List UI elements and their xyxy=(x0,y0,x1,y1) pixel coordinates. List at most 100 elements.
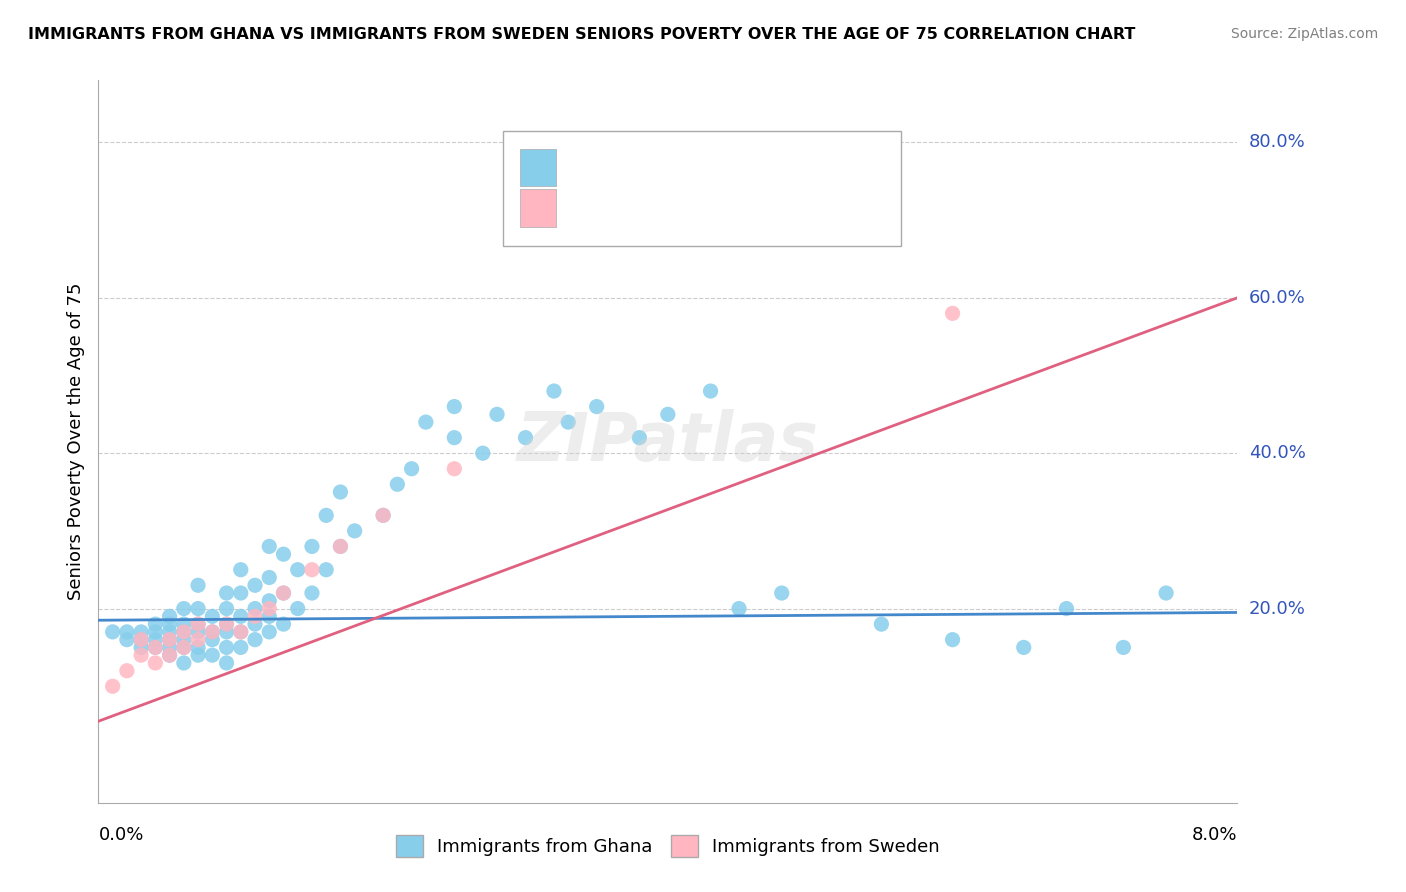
Point xyxy=(443,461,465,475)
Point xyxy=(287,563,309,577)
Point xyxy=(443,400,465,414)
Point xyxy=(173,656,195,670)
Point xyxy=(329,485,352,500)
Point xyxy=(259,570,281,584)
Point xyxy=(273,547,295,561)
Point xyxy=(159,632,181,647)
Point xyxy=(101,679,124,693)
Point xyxy=(329,540,352,554)
Point xyxy=(273,617,295,632)
Point xyxy=(187,617,209,632)
Text: 60.0%: 60.0% xyxy=(1249,289,1305,307)
Point xyxy=(145,624,167,639)
Text: 8.0%: 8.0% xyxy=(1192,826,1237,844)
Point xyxy=(942,632,965,647)
Point xyxy=(129,624,152,639)
Point xyxy=(145,656,167,670)
Point xyxy=(173,640,195,655)
Text: R = 0.034   N = 87: R = 0.034 N = 87 xyxy=(560,158,730,176)
Point xyxy=(699,384,721,398)
Y-axis label: Seniors Poverty Over the Age of 75: Seniors Poverty Over the Age of 75 xyxy=(66,283,84,600)
Point xyxy=(159,640,181,655)
Point xyxy=(728,601,751,615)
Point xyxy=(215,624,238,639)
Point xyxy=(243,601,266,615)
Point xyxy=(187,601,209,615)
Point xyxy=(585,400,607,414)
FancyBboxPatch shape xyxy=(503,131,901,246)
Point xyxy=(657,408,679,422)
Point xyxy=(259,540,281,554)
Point xyxy=(486,408,509,422)
Point xyxy=(371,508,394,523)
Point xyxy=(129,632,152,647)
Point xyxy=(145,640,167,655)
Point xyxy=(129,640,152,655)
Point xyxy=(343,524,366,538)
Point xyxy=(145,632,167,647)
Text: 40.0%: 40.0% xyxy=(1249,444,1306,462)
Point xyxy=(115,664,138,678)
Text: R = 0.580   N = 23: R = 0.580 N = 23 xyxy=(560,199,730,217)
Point xyxy=(215,656,238,670)
Text: 80.0%: 80.0% xyxy=(1249,134,1305,152)
Point xyxy=(770,586,793,600)
Point xyxy=(201,624,224,639)
Point xyxy=(187,624,209,639)
Point xyxy=(243,609,266,624)
Point xyxy=(145,617,167,632)
Point xyxy=(443,431,465,445)
Point xyxy=(515,431,537,445)
Point xyxy=(259,594,281,608)
Point xyxy=(301,563,323,577)
Point xyxy=(243,578,266,592)
Point xyxy=(1154,586,1177,600)
Point xyxy=(115,624,138,639)
Legend: Immigrants from Ghana, Immigrants from Sweden: Immigrants from Ghana, Immigrants from S… xyxy=(387,826,949,866)
Point xyxy=(415,415,437,429)
Point xyxy=(145,640,167,655)
Point xyxy=(187,640,209,655)
Point xyxy=(287,601,309,615)
Point xyxy=(259,601,281,615)
Point xyxy=(315,508,337,523)
Point xyxy=(1012,640,1035,655)
Point xyxy=(187,632,209,647)
Point xyxy=(870,617,893,632)
Point xyxy=(101,624,124,639)
Point xyxy=(387,477,409,491)
Text: Source: ZipAtlas.com: Source: ZipAtlas.com xyxy=(1230,27,1378,41)
Text: 0.0%: 0.0% xyxy=(98,826,143,844)
Point xyxy=(173,640,195,655)
Point xyxy=(173,624,195,639)
Point xyxy=(173,617,195,632)
Point xyxy=(229,609,252,624)
Point xyxy=(401,461,423,475)
FancyBboxPatch shape xyxy=(520,189,557,227)
Point xyxy=(229,624,252,639)
Point xyxy=(628,431,651,445)
Text: 20.0%: 20.0% xyxy=(1249,599,1306,617)
Point xyxy=(159,648,181,663)
Point xyxy=(243,632,266,647)
Point xyxy=(129,648,152,663)
Point xyxy=(301,586,323,600)
Point xyxy=(215,640,238,655)
Point xyxy=(229,586,252,600)
Point xyxy=(215,586,238,600)
Point xyxy=(187,578,209,592)
Point xyxy=(173,632,195,647)
Point xyxy=(159,648,181,663)
Point xyxy=(329,540,352,554)
Point xyxy=(159,609,181,624)
Point xyxy=(159,624,181,639)
Point xyxy=(543,384,565,398)
Point xyxy=(229,624,252,639)
Point xyxy=(215,617,238,632)
Point xyxy=(229,563,252,577)
Point xyxy=(259,624,281,639)
Point xyxy=(557,415,579,429)
Point xyxy=(215,601,238,615)
Point xyxy=(259,609,281,624)
Point xyxy=(215,617,238,632)
